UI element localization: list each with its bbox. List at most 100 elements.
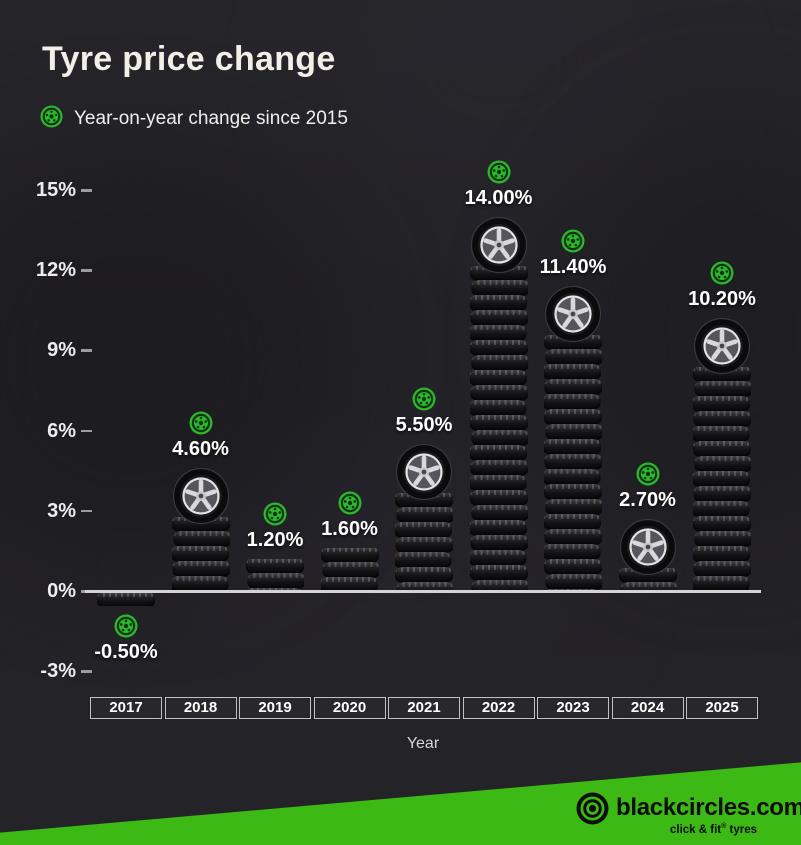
tyre <box>470 534 528 551</box>
value-callout: 5.50% <box>359 387 489 437</box>
tyre <box>693 546 750 563</box>
tyre-badge-icon <box>136 411 266 435</box>
tyre <box>544 409 602 426</box>
tyre-stack-2022 <box>469 265 528 591</box>
tyre <box>693 576 750 591</box>
tyre <box>694 381 751 398</box>
tyre <box>545 424 602 441</box>
tyre <box>693 411 751 428</box>
brand-name: blackcircles.com <box>616 794 801 821</box>
y-tick-label: 3% <box>47 499 76 522</box>
tagline-prefix: click & fit <box>669 823 722 836</box>
tyre <box>469 294 527 311</box>
tyre <box>694 531 751 548</box>
value-label: -0.50% <box>94 641 158 664</box>
value-label: 4.60% <box>172 438 229 461</box>
tyre-stack-2019 <box>246 558 304 591</box>
value-label: 10.20% <box>688 288 756 311</box>
tyre <box>544 394 601 411</box>
tyre <box>171 576 228 591</box>
brand-tagline: click & fit® tyres <box>670 823 757 836</box>
tyre <box>545 349 602 366</box>
alloy-wheel-icon <box>619 518 676 575</box>
page-title: Tyre price change <box>42 40 336 78</box>
x-axis-title: Year <box>406 735 440 752</box>
tyre <box>693 426 750 443</box>
tyre <box>469 474 526 491</box>
alloy-wheel-icon <box>470 216 527 273</box>
x-axis-title-wrap: Year <box>0 735 801 753</box>
tyre-badge-icon <box>61 614 191 638</box>
tyre <box>471 429 528 446</box>
tyre <box>246 587 303 591</box>
tyre <box>469 369 527 386</box>
tyre <box>469 489 528 506</box>
value-callout: 11.40% <box>508 229 638 279</box>
tyre <box>545 574 602 591</box>
alloy-wheel-icon <box>544 286 602 343</box>
tyre <box>544 544 601 561</box>
tyre <box>693 441 751 458</box>
x-axis-year-box: 2025 <box>686 697 758 719</box>
tyre <box>469 444 527 461</box>
blackcircles-logo-icon <box>576 792 609 830</box>
tyre <box>544 379 602 396</box>
tyre <box>469 564 528 581</box>
tyre-badge-icon <box>508 229 638 253</box>
x-axis-year-box: 2017 <box>90 697 162 719</box>
tyre <box>395 492 453 508</box>
zero-baseline-axis <box>85 590 761 593</box>
y-tick-label: 15% <box>35 179 76 202</box>
y-tick-label: -3% <box>40 660 76 683</box>
brand-logo: blackcircles.com <box>576 792 801 830</box>
tyre <box>469 399 526 416</box>
value-label: 5.50% <box>395 413 453 436</box>
tyre <box>544 514 601 531</box>
tyre <box>470 459 528 476</box>
value-callout: 4.60% <box>136 411 266 461</box>
tagline-registered-mark: ® <box>721 823 727 830</box>
tyre-stack-2020 <box>320 548 379 591</box>
y-tick-label: 6% <box>47 419 76 442</box>
tyre <box>469 324 526 341</box>
footer-green-band: blackcircles.com click & fit® tyres <box>0 762 801 845</box>
tyre <box>395 536 453 553</box>
value-label: 2.70% <box>619 488 676 511</box>
tyre <box>544 364 601 381</box>
tyre <box>395 551 452 568</box>
alloy-wheel-icon <box>693 318 751 375</box>
tyre <box>471 504 528 521</box>
y-tick-mark <box>81 429 92 433</box>
tyre <box>544 439 601 456</box>
tyre <box>469 519 527 536</box>
value-label: 11.40% <box>539 256 607 279</box>
tyre-badge-icon <box>359 387 489 411</box>
tyre <box>544 559 602 576</box>
x-axis-year-box: 2021 <box>388 697 460 719</box>
tyre <box>395 521 452 538</box>
footer: blackcircles.com click & fit® tyres <box>0 750 801 845</box>
x-axis-year-box: 2023 <box>537 697 609 719</box>
tyre <box>471 279 528 296</box>
value-callout: 10.20% <box>657 261 787 311</box>
tyre <box>471 354 528 371</box>
value-callout: 2.70% <box>583 462 713 512</box>
tyre <box>320 577 378 591</box>
value-callout: 14.00% <box>434 160 564 210</box>
tagline-suffix: tyres <box>729 823 758 836</box>
tyre <box>469 414 528 431</box>
legend-label: Year-on-year change since 2015 <box>74 108 348 129</box>
y-tick-mark <box>81 670 92 673</box>
value-callout: 1.60% <box>285 491 415 541</box>
tyre <box>618 567 677 583</box>
tyre <box>172 561 230 578</box>
x-axis-year-box: 2024 <box>611 697 684 719</box>
tyre <box>620 581 677 591</box>
y-tick-mark <box>81 349 92 352</box>
x-axis-year-box: 2020 <box>313 697 386 719</box>
tyre <box>97 593 155 607</box>
tyre <box>471 579 528 591</box>
y-tick-label: 9% <box>47 339 76 362</box>
tyre-stack-2021 <box>395 492 453 591</box>
tyre <box>395 566 453 583</box>
